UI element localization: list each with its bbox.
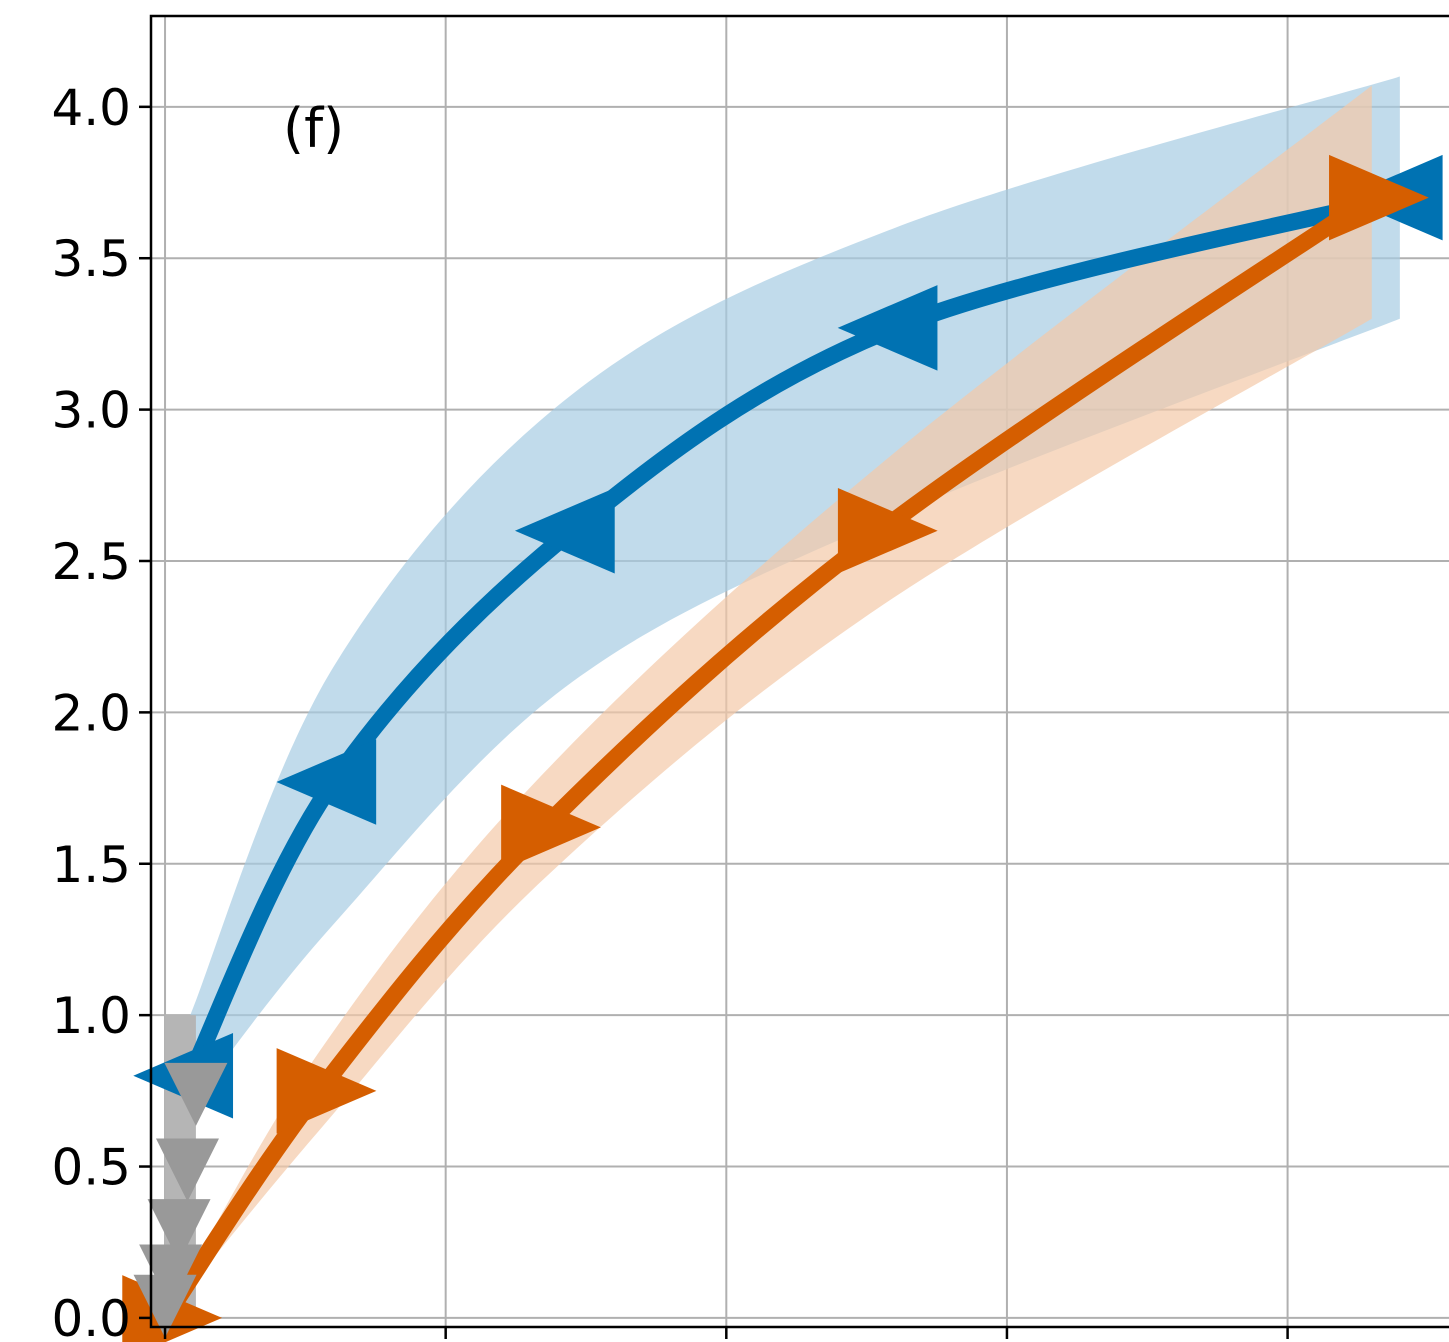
y-tick-label: 3.0 [51, 382, 131, 440]
orange-series-marker [501, 784, 601, 871]
y-tick-label: 2.5 [51, 533, 131, 591]
gray-series-marker [147, 1199, 211, 1263]
axes: 0.0 0.5 1.0 1.5 2.0 2.5 3.0 3.5 4.0 [51, 14, 1449, 1342]
gray-series-marker [164, 1062, 228, 1126]
blue-series-marker [837, 285, 938, 371]
orange-series-line [158, 190, 1377, 1323]
orange-series-marker [837, 487, 938, 574]
blue-series-marker [276, 739, 377, 825]
y-tick-label: 3.5 [51, 230, 131, 288]
y-tick-label: 0.5 [51, 1139, 131, 1197]
labels: (f) [283, 97, 344, 160]
plot-frame [149, 14, 1449, 1329]
blue-series-marker [514, 487, 615, 574]
gray-series-marker [155, 1138, 219, 1202]
y-tick-label: 0.0 [51, 1290, 131, 1342]
series-markers [122, 154, 1443, 1342]
gray-series-marker [133, 1274, 197, 1338]
panel-label: (f) [283, 97, 344, 160]
orange-series-marker [1329, 154, 1429, 241]
y-tick-label: 1.5 [51, 836, 131, 894]
y-tick-label: 1.0 [51, 987, 131, 1045]
y-tick-label: 2.0 [51, 684, 131, 742]
y-tick-label: 4.0 [51, 79, 131, 137]
gray-series-marker [139, 1244, 203, 1308]
orange-series-marker [276, 1048, 377, 1134]
confidence-bands [165, 76, 1400, 1318]
